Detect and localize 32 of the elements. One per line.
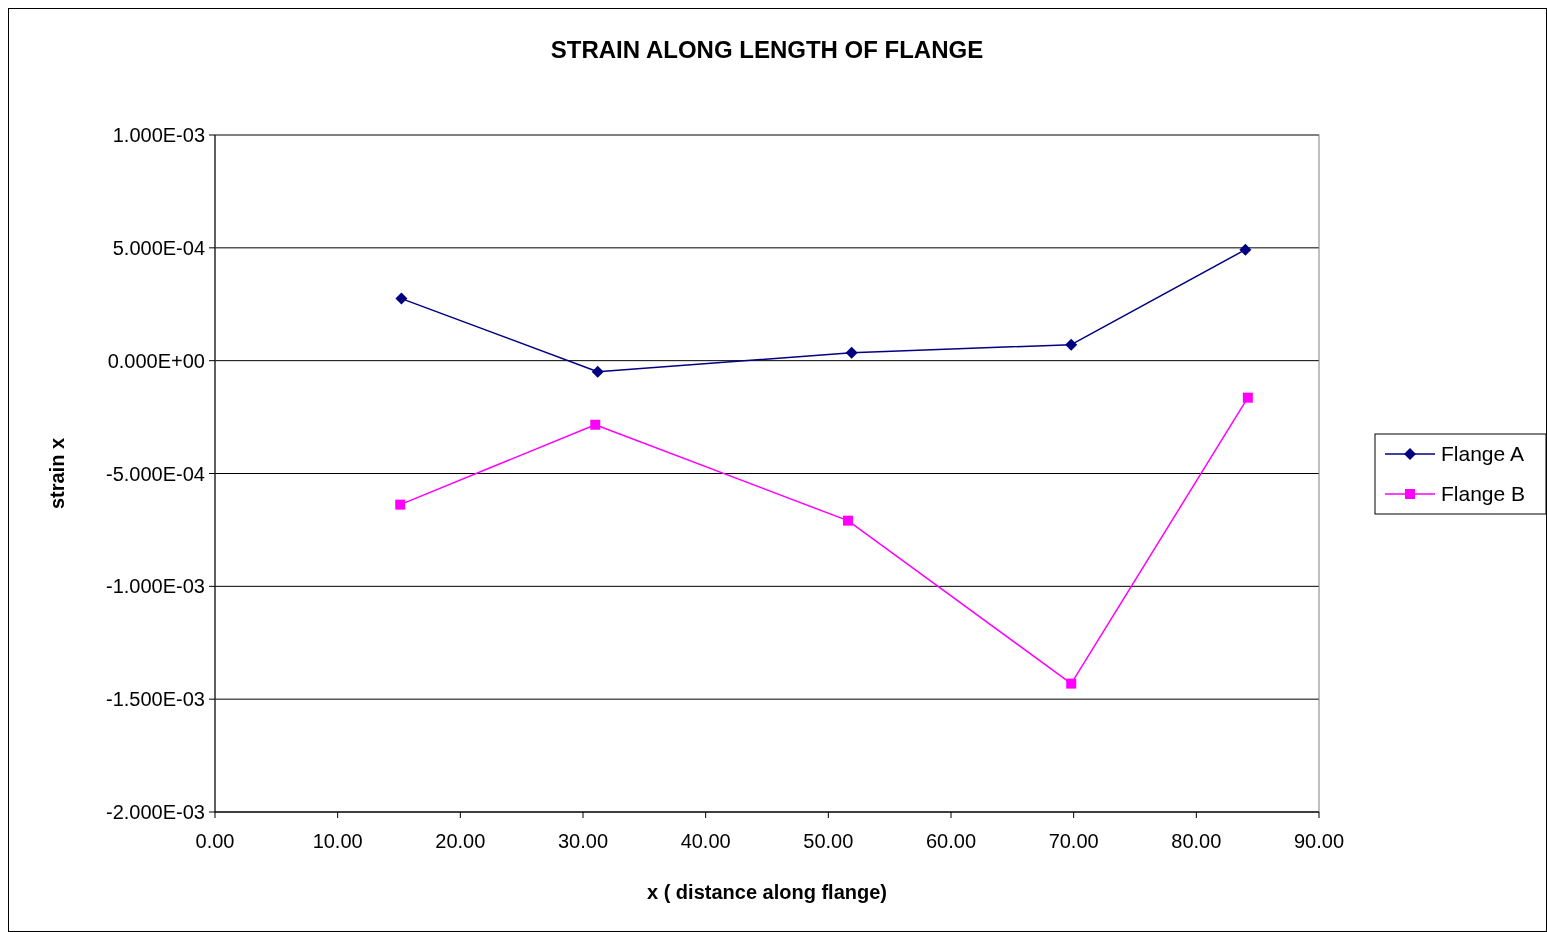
point (395, 499, 406, 510)
y-tick-label: -1.500E-03 (106, 688, 205, 711)
point (1239, 243, 1252, 256)
x-tick-label: 30.00 (557, 830, 609, 852)
x-tick-label: 0.00 (195, 830, 235, 852)
y-tick-label: 0.000E+00 (107, 349, 205, 372)
y-tick-label: -2.000E-03 (106, 801, 205, 823)
point (590, 419, 601, 430)
chart-title: STRAIN ALONG LENGTH OF FLANGE (550, 36, 984, 63)
x-tick-label: 80.00 (1171, 830, 1222, 852)
point (842, 515, 853, 526)
point (1242, 392, 1253, 403)
x-axis-title: x ( distance along flange) (646, 881, 888, 903)
point (845, 346, 858, 359)
legend-label: Flange A (1441, 442, 1524, 466)
x-tick-label: 70.00 (1048, 830, 1099, 852)
x-tick-label: 60.00 (925, 830, 977, 852)
legend-label: Flange B (1441, 482, 1526, 506)
x-tick-label: 10.00 (312, 830, 363, 852)
x-tick-label: 20.00 (435, 830, 486, 852)
y-tick-label: -1.000E-03 (106, 575, 205, 598)
y-tick-label: -5.000E-04 (106, 462, 205, 485)
x-tick-label: 90.00 (1293, 830, 1345, 852)
x-tick-label: 50.00 (803, 830, 854, 852)
point (591, 365, 604, 378)
x-tick-label: 40.00 (680, 830, 731, 852)
point (1066, 678, 1077, 689)
y-tick-label: 1.000E-03 (112, 124, 205, 146)
y-axis-title: strain x (46, 437, 68, 510)
point (1065, 338, 1078, 351)
y-tick-label: 5.000E-04 (112, 236, 205, 259)
point (395, 292, 408, 305)
